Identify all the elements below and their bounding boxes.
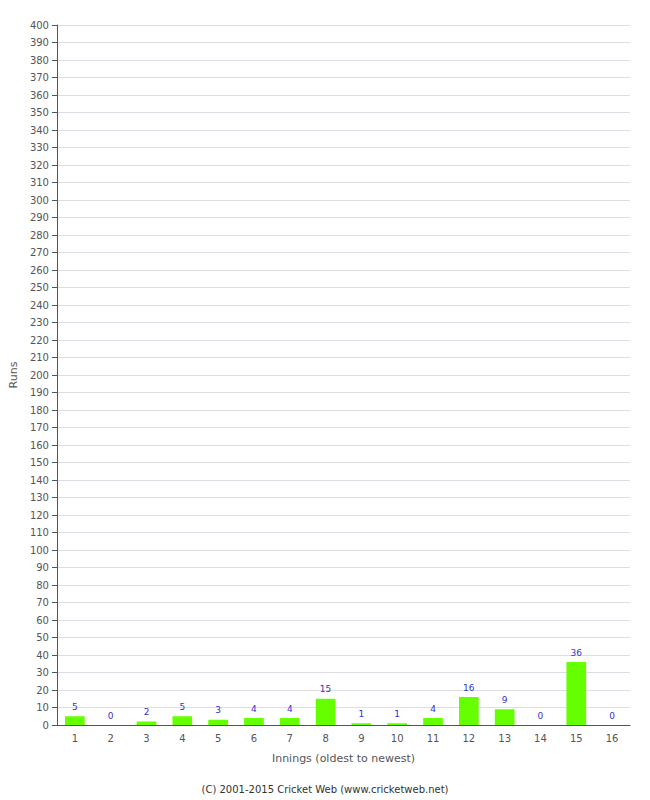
svg-text:0: 0: [108, 711, 114, 721]
svg-text:16: 16: [606, 733, 619, 744]
svg-text:170: 170: [30, 422, 49, 433]
svg-text:4: 4: [251, 704, 257, 714]
svg-text:5: 5: [179, 702, 185, 712]
svg-text:36: 36: [571, 648, 583, 658]
svg-text:2: 2: [144, 707, 150, 717]
svg-text:300: 300: [30, 195, 49, 206]
svg-text:380: 380: [30, 55, 49, 66]
svg-text:6: 6: [251, 733, 257, 744]
svg-text:3: 3: [143, 733, 149, 744]
svg-text:15: 15: [570, 733, 583, 744]
svg-text:11: 11: [427, 733, 440, 744]
svg-text:20: 20: [36, 685, 49, 696]
svg-text:5: 5: [72, 702, 78, 712]
svg-text:5: 5: [215, 733, 221, 744]
svg-text:210: 210: [30, 352, 49, 363]
svg-text:4: 4: [179, 733, 185, 744]
svg-text:340: 340: [30, 125, 49, 136]
svg-text:260: 260: [30, 265, 49, 276]
svg-text:1: 1: [394, 709, 400, 719]
svg-text:250: 250: [30, 282, 49, 293]
svg-text:1: 1: [359, 709, 365, 719]
svg-text:310: 310: [30, 177, 49, 188]
svg-text:280: 280: [30, 230, 49, 241]
svg-text:13: 13: [498, 733, 511, 744]
svg-text:10: 10: [391, 733, 404, 744]
svg-text:190: 190: [30, 387, 49, 398]
svg-text:110: 110: [30, 527, 49, 538]
svg-text:0: 0: [43, 720, 49, 731]
svg-text:200: 200: [30, 370, 49, 381]
svg-text:350: 350: [30, 107, 49, 118]
svg-text:270: 270: [30, 247, 49, 258]
svg-text:10: 10: [36, 702, 49, 713]
svg-text:12: 12: [462, 733, 475, 744]
svg-text:Innings (oldest to newest): Innings (oldest to newest): [272, 752, 415, 765]
svg-text:8: 8: [322, 733, 328, 744]
svg-text:150: 150: [30, 457, 49, 468]
svg-text:4: 4: [430, 704, 436, 714]
svg-text:230: 230: [30, 317, 49, 328]
svg-text:0: 0: [609, 711, 615, 721]
svg-text:80: 80: [36, 580, 49, 591]
svg-text:40: 40: [36, 650, 49, 661]
svg-text:14: 14: [534, 733, 547, 744]
svg-text:0: 0: [538, 711, 544, 721]
svg-text:1: 1: [72, 733, 78, 744]
svg-text:60: 60: [36, 615, 49, 626]
svg-text:2: 2: [108, 733, 114, 744]
svg-text:30: 30: [36, 667, 49, 678]
svg-text:120: 120: [30, 510, 49, 521]
svg-text:7: 7: [287, 733, 293, 744]
svg-text:400: 400: [30, 20, 49, 31]
svg-text:180: 180: [30, 405, 49, 416]
svg-text:Runs: Runs: [7, 361, 20, 388]
svg-text:90: 90: [36, 562, 49, 573]
svg-text:100: 100: [30, 545, 49, 556]
svg-text:9: 9: [358, 733, 364, 744]
svg-text:70: 70: [36, 597, 49, 608]
svg-text:240: 240: [30, 300, 49, 311]
svg-text:(C) 2001-2015 Cricket Web (www: (C) 2001-2015 Cricket Web (www.cricketwe…: [202, 784, 449, 795]
svg-text:50: 50: [36, 632, 49, 643]
svg-text:4: 4: [287, 704, 293, 714]
svg-text:16: 16: [463, 683, 475, 693]
svg-text:290: 290: [30, 212, 49, 223]
svg-text:360: 360: [30, 90, 49, 101]
svg-text:320: 320: [30, 160, 49, 171]
svg-text:140: 140: [30, 475, 49, 486]
svg-text:220: 220: [30, 335, 49, 346]
svg-text:390: 390: [30, 37, 49, 48]
svg-text:9: 9: [502, 695, 508, 705]
svg-text:330: 330: [30, 142, 49, 153]
svg-text:130: 130: [30, 492, 49, 503]
svg-text:370: 370: [30, 72, 49, 83]
svg-text:160: 160: [30, 440, 49, 451]
svg-text:15: 15: [320, 684, 331, 694]
svg-text:3: 3: [215, 705, 221, 715]
